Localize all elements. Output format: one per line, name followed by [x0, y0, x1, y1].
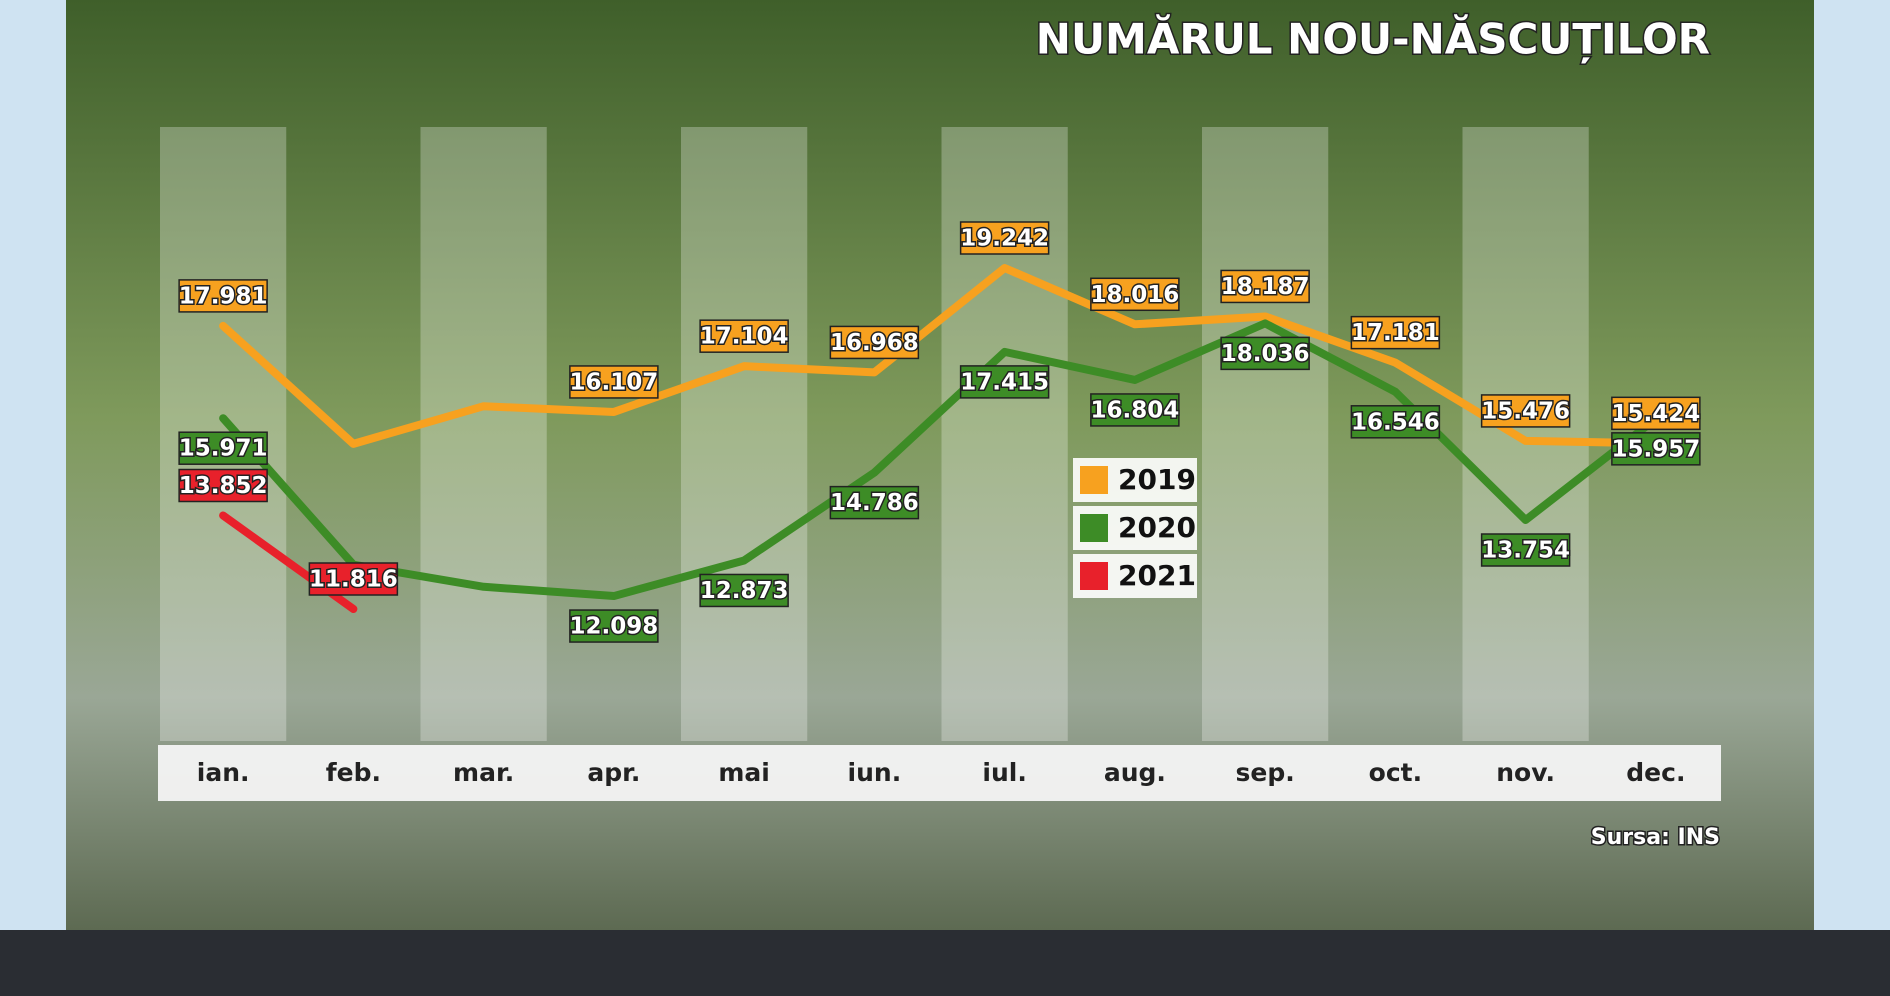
- legend-swatch: [1080, 514, 1108, 542]
- value-label-box: [178, 431, 268, 465]
- value-label: 15.971: [179, 436, 268, 462]
- legend-label: 2019: [1118, 463, 1196, 496]
- columns: [160, 127, 1589, 741]
- value-label: 12.873: [700, 578, 789, 604]
- value-label-box: [1611, 396, 1701, 431]
- value-label-box: [959, 365, 1050, 399]
- x-tick-label: sep.: [1236, 758, 1295, 787]
- x-tick-label: mar.: [453, 758, 514, 787]
- legend-swatch: [1080, 562, 1108, 590]
- chart-title: NUMĂRUL NOU-NĂSCUȚILOR: [1036, 14, 1710, 65]
- value-label: 17.181: [1351, 320, 1440, 346]
- value-label: 15.957: [1611, 436, 1700, 462]
- value-label: 18.016: [1090, 282, 1179, 308]
- value-label-box: [1090, 277, 1180, 312]
- value-label: 17.981: [179, 283, 268, 309]
- value-label-box: [569, 365, 659, 399]
- series-line: [219, 264, 1660, 448]
- x-tick-label: iul.: [982, 758, 1026, 787]
- value-label-box: [1611, 432, 1701, 466]
- value-label: 12.098: [569, 614, 658, 640]
- x-tick-label: iun.: [848, 758, 902, 787]
- value-label-box: [829, 485, 920, 520]
- value-label-box: [1350, 315, 1441, 350]
- value-label-box: [178, 279, 268, 313]
- value-label-box: [699, 573, 789, 608]
- value-label-box: [308, 562, 399, 596]
- legend-swatch: [1080, 466, 1108, 494]
- column: [420, 127, 547, 741]
- value-label: 15.424: [1611, 401, 1700, 427]
- column: [941, 127, 1068, 741]
- value-label: 13.852: [179, 473, 268, 499]
- value-label: 18.036: [1221, 341, 1310, 367]
- value-label: 19.242: [960, 226, 1049, 252]
- value-label: 16.107: [569, 369, 658, 395]
- value-label-box: [699, 319, 789, 353]
- x-tick-label: aug.: [1104, 758, 1166, 787]
- x-tick-label: apr.: [587, 758, 640, 787]
- x-tick-label: feb.: [326, 758, 381, 787]
- column: [1202, 127, 1329, 741]
- value-label: 14.786: [830, 490, 919, 516]
- column: [1462, 127, 1589, 741]
- value-label-box: [1480, 394, 1571, 428]
- x-tick-label: ian.: [197, 758, 250, 787]
- x-tick-label: oct.: [1369, 758, 1422, 787]
- value-label: 18.187: [1221, 274, 1310, 300]
- source: Sursa: INS: [1591, 825, 1720, 850]
- value-label: 15.476: [1481, 398, 1570, 424]
- value-label-box: [1480, 533, 1571, 567]
- value-label-box: [178, 468, 268, 503]
- value-label-box: [829, 325, 920, 360]
- value-label-box: [1220, 336, 1310, 371]
- value-label: 17.415: [960, 369, 1049, 395]
- value-label: 17.104: [700, 324, 789, 350]
- value-label: 11.816: [309, 567, 398, 593]
- value-label: 16.546: [1351, 409, 1440, 435]
- value-label-box: [1350, 405, 1441, 439]
- value-label: 16.804: [1090, 397, 1179, 423]
- studio-floor: [0, 930, 1890, 996]
- legend-label: 2021: [1118, 559, 1196, 592]
- legend-label: 2020: [1118, 511, 1196, 544]
- value-label-box: [959, 221, 1050, 255]
- category-strip: [158, 745, 1721, 801]
- value-label-box: [569, 609, 659, 643]
- x-tick-label: dec.: [1626, 758, 1685, 787]
- value-label-box: [1220, 269, 1310, 304]
- x-tick-label: mai: [718, 758, 770, 787]
- column: [681, 127, 808, 741]
- value-label-box: [1090, 393, 1180, 427]
- x-tick-label: nov.: [1496, 758, 1555, 787]
- value-label: 16.968: [830, 330, 919, 356]
- value-label: 13.754: [1481, 538, 1570, 564]
